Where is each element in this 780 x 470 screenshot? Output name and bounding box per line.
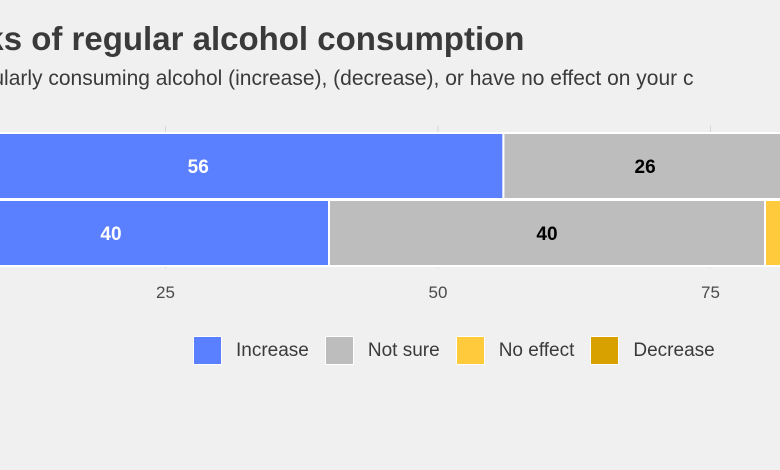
legend-item-no-effect: No effect — [455, 336, 575, 365]
bar-data-label: 40 — [100, 224, 121, 245]
bar-data-label: 56 — [188, 157, 209, 178]
chart-title: sks of regular alcohol consumption — [0, 20, 525, 57]
legend-item-increase: Increase — [193, 336, 309, 365]
legend-swatch — [455, 336, 485, 365]
bar-increase — [0, 132, 505, 200]
bar-not-sure — [502, 132, 780, 200]
x-tick-label: 50 — [429, 283, 448, 302]
legend-label: No effect — [498, 339, 575, 361]
x-tick-label: 75 — [701, 283, 720, 302]
legend-label: Not sure — [367, 339, 440, 361]
legend-swatch — [193, 336, 222, 365]
legend-swatch — [324, 336, 354, 365]
legend-swatch — [590, 336, 620, 365]
subtitle-line-1: regularly consuming alcohol (increase), … — [0, 67, 694, 90]
chart-subtitle: regularly consuming alcohol (increase), … — [0, 66, 780, 118]
bar-increase — [0, 199, 330, 267]
x-tick-label: 25 — [156, 283, 175, 302]
bar-data-label: 40 — [536, 224, 557, 245]
legend: Increase Not sure No effect Decrease — [193, 336, 731, 365]
legend-item-not-sure: Not sure — [324, 336, 440, 365]
legend-item-decrease: Decrease — [590, 336, 715, 365]
legend-label: Increase — [236, 339, 309, 361]
legend-label: Decrease — [633, 339, 715, 361]
bar-not-sure — [328, 199, 766, 267]
bar-data-label: 26 — [635, 157, 656, 178]
bar-no-effect — [764, 199, 780, 267]
